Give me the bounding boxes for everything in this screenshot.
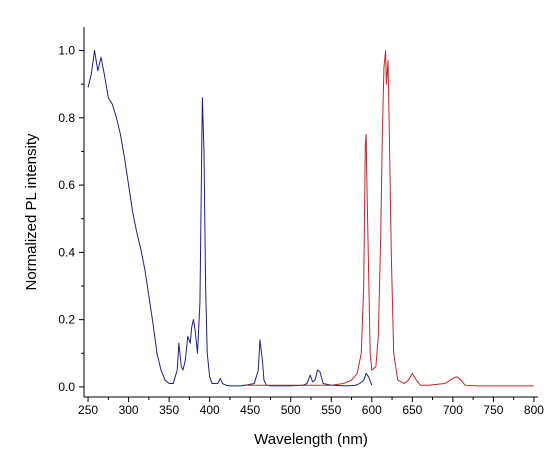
x-tick-label: 250 (78, 403, 98, 417)
x-tick-label: 450 (240, 403, 260, 417)
series-layer (87, 50, 534, 387)
y-tick-label: 0.0 (58, 380, 75, 394)
x-tick-label: 550 (321, 403, 341, 417)
y-tick-label: 0.8 (58, 111, 75, 125)
x-tick-label: 600 (362, 403, 382, 417)
y-axis-title: Normalized PL intensity (23, 133, 40, 291)
x-axis-title: Wavelength (nm) (254, 431, 368, 448)
x-tick-label: 300 (119, 403, 139, 417)
y-tick-label: 0.6 (58, 178, 75, 192)
y-axis: 0.0 0.2 0.4 0.6 0.8 1.0 (58, 44, 84, 394)
x-tick-label: 750 (483, 403, 503, 417)
x-tick-label: 800 (524, 403, 544, 417)
x-tick-label: 650 (402, 403, 422, 417)
x-tick-label: 350 (159, 403, 179, 417)
y-tick-label: 1.0 (58, 44, 75, 58)
x-tick-label: 400 (200, 403, 220, 417)
y-tick-label: 0.4 (58, 245, 75, 259)
x-axis: 250 300 350 400 450 500 550 600 650 700 750 800 (78, 397, 544, 417)
x-tick-label: 500 (281, 403, 301, 417)
y-tick-label: 0.2 (58, 313, 75, 327)
series-line-1 (87, 50, 373, 387)
series-line-2 (242, 50, 534, 387)
x-tick-label: 700 (443, 403, 463, 417)
